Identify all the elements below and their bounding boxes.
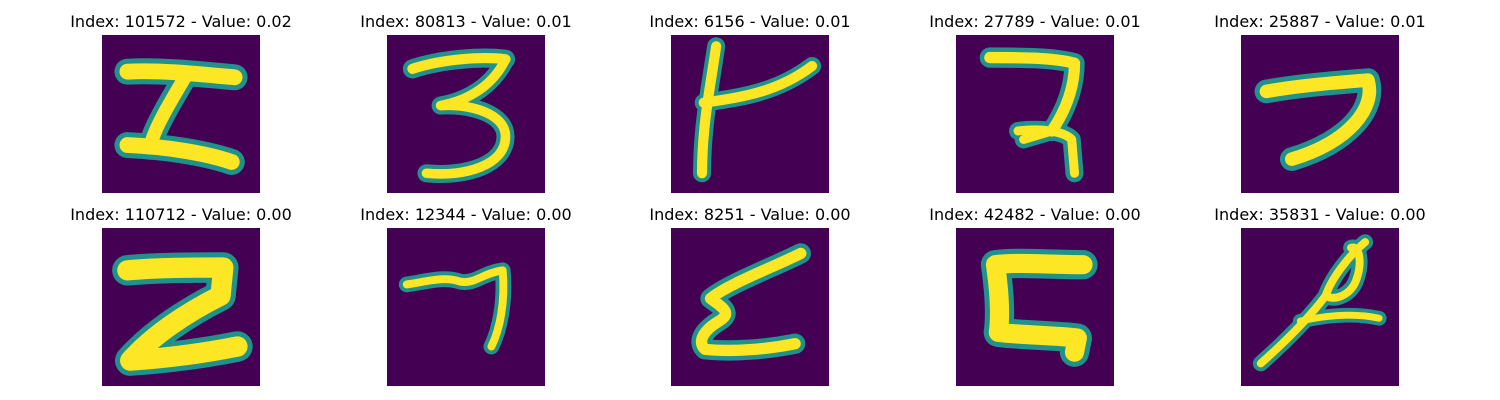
handwritten-glyph-3 [387, 35, 545, 193]
panel-title: Index: 27789 - Value: 0.01 [929, 12, 1141, 31]
handwritten-glyph-2-curly [671, 228, 829, 386]
handwritten-glyph-2-bold [102, 228, 260, 386]
panel-image [671, 228, 829, 386]
panel-title: Index: 110712 - Value: 0.00 [70, 205, 292, 224]
handwritten-glyph-7 [387, 228, 545, 386]
handwritten-glyph-c-like [956, 228, 1114, 386]
handwritten-glyph-2-like [1241, 35, 1399, 193]
panel-title: Index: 35831 - Value: 0.00 [1214, 205, 1426, 224]
handwritten-glyph-7-like [956, 35, 1114, 193]
panel-image [956, 35, 1114, 193]
panel-image [1241, 228, 1399, 386]
panel-image [387, 35, 545, 193]
panel-image [956, 228, 1114, 386]
panel-title: Index: 8251 - Value: 0.00 [649, 205, 851, 224]
panel-title: Index: 101572 - Value: 0.02 [70, 12, 292, 31]
panel-title: Index: 42482 - Value: 0.00 [929, 205, 1141, 224]
handwritten-glyph-8-like [1241, 228, 1399, 386]
panel-title: Index: 80813 - Value: 0.01 [360, 12, 572, 31]
panel-image [671, 35, 829, 193]
panel-title: Index: 12344 - Value: 0.00 [360, 205, 572, 224]
panel-image [1241, 35, 1399, 193]
panel-image [387, 228, 545, 386]
handwritten-glyph-4-like [671, 35, 829, 193]
panel-title: Index: 6156 - Value: 0.01 [649, 12, 851, 31]
handwritten-glyph-5-like [102, 35, 260, 193]
panel-title: Index: 25887 - Value: 0.01 [1214, 12, 1426, 31]
panel-image [102, 35, 260, 193]
panel-image [102, 228, 260, 386]
